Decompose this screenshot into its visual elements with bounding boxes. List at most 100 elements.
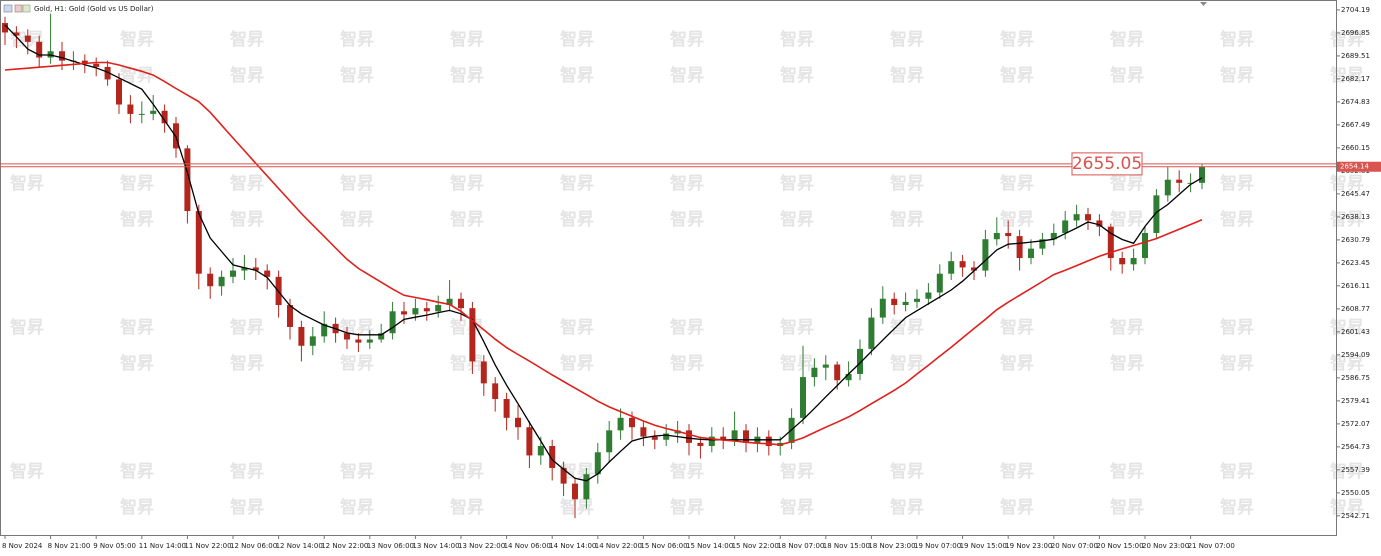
candle-body [1085, 214, 1091, 221]
watermark: 智昇 [560, 497, 594, 518]
x-tick-label: 20 Nov 07:00 [1051, 542, 1098, 550]
last-price-label: 2654.14 [1340, 163, 1369, 171]
shift-marker [1200, 2, 1207, 6]
watermark: 智昇 [560, 173, 594, 194]
candle-body [686, 430, 692, 443]
y-tick-label: 2623.45 [1341, 259, 1370, 267]
candle-body [743, 430, 749, 443]
watermark: 智昇 [450, 209, 484, 230]
candle-body [116, 79, 122, 105]
watermark: 智昇 [890, 317, 924, 338]
candle-body [822, 364, 829, 368]
watermark: 智昇 [1000, 317, 1034, 338]
watermark: 智昇 [1330, 65, 1364, 86]
candle-body [161, 110, 168, 124]
watermark: 智昇 [1000, 353, 1034, 374]
candle-body [366, 339, 373, 343]
watermark: 智昇 [230, 353, 264, 374]
candle-body [515, 417, 521, 428]
candle-body [503, 399, 510, 418]
watermark: 智昇 [120, 209, 154, 230]
chart-title: Gold, H1: Gold (Gold vs US Dollar) [34, 5, 154, 13]
candle-body [93, 63, 100, 67]
x-tick-label: 8 Nov 2024 [2, 542, 43, 550]
candle-body [993, 232, 1000, 240]
x-tick-label: 20 Nov 23:00 [1142, 542, 1189, 550]
x-tick-label: 19 Nov 07:00 [914, 542, 961, 550]
y-tick-label: 2586.75 [1341, 374, 1370, 382]
watermark: 智昇 [1330, 209, 1364, 230]
y-tick-label: 2579.41 [1341, 397, 1370, 405]
candle-body [594, 452, 601, 475]
candle-body [1153, 195, 1160, 233]
candle-body [378, 333, 385, 340]
watermark: 智昇 [780, 209, 814, 230]
watermark: 智昇 [1220, 29, 1254, 50]
candle-body [230, 270, 236, 277]
watermark: 智昇 [890, 209, 924, 230]
candle-body [59, 51, 65, 61]
candle-body [731, 430, 738, 440]
candle-body [811, 367, 818, 378]
watermark: 智昇 [1110, 209, 1144, 230]
watermark: 智昇 [560, 317, 594, 338]
candle-body [914, 298, 920, 302]
watermark: 智昇 [1330, 497, 1364, 518]
watermark: 智昇 [230, 317, 264, 338]
watermark: 智昇 [1220, 173, 1254, 194]
candle-body [1176, 179, 1183, 183]
x-tick-label: 8 Nov 21:00 [48, 542, 91, 550]
x-tick-label: 18 Nov 23:00 [868, 542, 915, 550]
candle-body [959, 261, 966, 268]
y-tick-label: 2616.11 [1341, 282, 1370, 290]
watermark: 智昇 [450, 461, 484, 482]
watermark: 智昇 [780, 29, 814, 50]
candle-body [663, 433, 670, 440]
watermark: 智昇 [120, 65, 154, 86]
candle-body [13, 32, 20, 36]
candle-body [298, 326, 305, 346]
watermark: 智昇 [780, 65, 814, 86]
y-tick-label: 2674.83 [1341, 98, 1370, 106]
y-tick-label: 2660.15 [1341, 144, 1370, 152]
y-tick-label: 2564.73 [1341, 443, 1370, 451]
watermark: 智昇 [230, 29, 264, 50]
x-tick-label: 18 Nov 07:00 [777, 542, 824, 550]
x-tick-label: 11 Nov 14:00 [139, 542, 186, 550]
watermark: 智昇 [890, 497, 924, 518]
x-tick-label: 21 Nov 07:00 [1188, 542, 1235, 550]
candle-body [1187, 182, 1194, 184]
watermark: 智昇 [450, 353, 484, 374]
watermark: 智昇 [450, 497, 484, 518]
high-price-label: 2655.05 [1072, 154, 1142, 174]
candle-body [537, 446, 544, 456]
watermark: 智昇 [120, 461, 154, 482]
watermark: 智昇 [450, 317, 484, 338]
icon [14, 4, 23, 13]
watermark: 智昇 [1110, 461, 1144, 482]
watermark: 智昇 [670, 209, 704, 230]
candle-body [1062, 220, 1069, 233]
candle-body [1039, 239, 1046, 249]
watermark: 智昇 [340, 497, 374, 518]
y-tick-label: 2645.47 [1341, 190, 1370, 198]
high-price-box [1071, 152, 1143, 176]
candle-body [868, 317, 875, 349]
plot-area [2, 13, 1205, 519]
watermark: 智昇 [780, 317, 814, 338]
watermark: 智昇 [890, 353, 924, 374]
watermark: 智昇 [120, 497, 154, 518]
watermark: 智昇 [230, 497, 264, 518]
watermark: 智昇 [450, 173, 484, 194]
candle-body [241, 267, 248, 271]
candle-body [549, 446, 556, 468]
x-tick-label: 15 Nov 14:00 [686, 542, 733, 550]
watermark: 智昇 [670, 65, 704, 86]
watermark: 智昇 [1330, 29, 1364, 50]
x-tick-label: 14 Nov 14:00 [549, 542, 596, 550]
watermark: 智昇 [780, 497, 814, 518]
watermark: 智昇 [560, 29, 594, 50]
watermark: 智昇 [340, 173, 374, 194]
candle-body [458, 298, 464, 309]
x-tick-label: 12 Nov 06:00 [230, 542, 277, 550]
